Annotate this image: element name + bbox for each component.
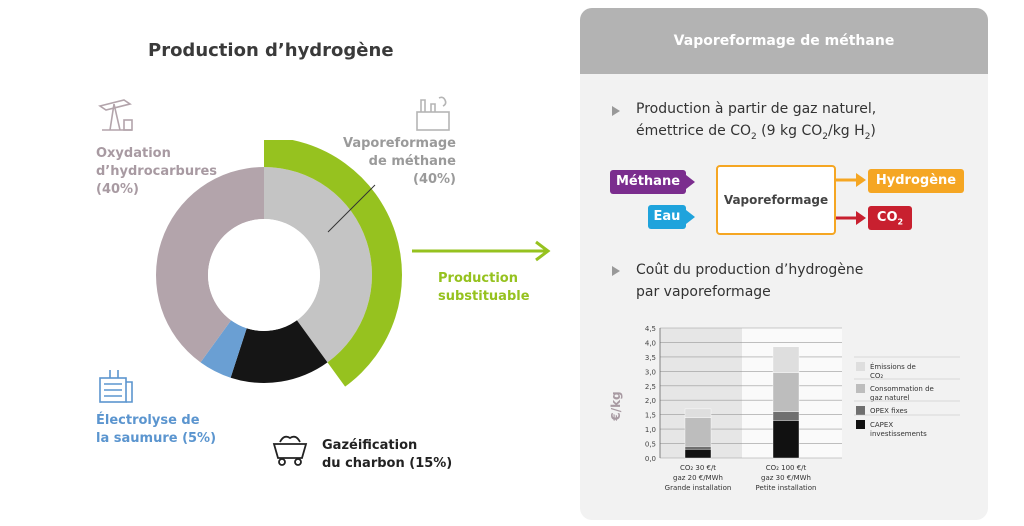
bar-segment-1-2 xyxy=(772,372,800,412)
legend-swatch xyxy=(856,406,865,415)
bar-segment-1-1 xyxy=(772,411,800,421)
y-tick-label: 2,0 xyxy=(645,397,656,405)
label-substituable-line2: substituable xyxy=(438,289,530,304)
label-vapo-line1: Vaporeformage xyxy=(342,136,456,151)
category-label: Petite installation xyxy=(756,484,817,492)
legend-label: CAPEX xyxy=(870,421,893,429)
bullet-2: Coût du production d’hydrogène par vapor… xyxy=(636,259,966,303)
info-panel: Vaporeformage de méthane Production à pa… xyxy=(580,8,988,520)
label-gazeification-line1: Gazéification xyxy=(322,438,418,453)
bar-segment-0-2 xyxy=(684,417,712,447)
label-oxydation-line3: (40%) xyxy=(96,182,139,197)
bullet-1: Production à partir de gaz naturel, émet… xyxy=(636,98,976,148)
label-electrolyse-line1: Électrolyse de xyxy=(96,413,200,428)
methane-arrow-icon xyxy=(686,175,695,189)
legend-label: Consommation de xyxy=(870,385,934,393)
label-electrolyse: Électrolyse de la saumure (5%) xyxy=(96,412,216,448)
panel-header: Vaporeformage de méthane xyxy=(580,8,988,74)
donut-slice-0 xyxy=(264,167,372,363)
label-gazeification-line2: du charbon (15%) xyxy=(322,456,453,471)
donut-slice-1 xyxy=(230,320,328,383)
category-label: CO₂ 30 €/t xyxy=(680,464,716,472)
y-tick-label: 1,5 xyxy=(645,412,656,420)
production-donut-chart xyxy=(156,140,402,387)
label-oxydation-line2: d’hydrocarbures xyxy=(96,164,218,179)
legend-swatch xyxy=(856,384,865,393)
cost-stacked-bar-chart: 0,0 0,5 1,0 1,5 2,0 2,5 3,0 3,5 4,0 4,5 €/kg CO₂ 30… xyxy=(609,325,960,492)
electrolysis-icon xyxy=(99,370,133,403)
label-electrolyse-line2: la saumure (5%) xyxy=(96,431,217,446)
y-tick-label: 0,0 xyxy=(645,455,656,463)
y-tick-label: 1,0 xyxy=(645,426,656,434)
category-label: CO₂ 100 €/t xyxy=(766,464,807,472)
eau-box: Eau xyxy=(648,205,686,229)
label-vapo-line2: de méthane xyxy=(368,154,456,169)
y-tick-label: 3,5 xyxy=(645,354,656,362)
legend-label: investissements xyxy=(870,430,927,438)
donut-slice-3 xyxy=(156,167,264,363)
category-label: gaz 20 €/MWh xyxy=(673,474,723,482)
y-tick-label: 4,5 xyxy=(645,325,656,333)
bullet-marker-2 xyxy=(612,266,620,276)
bullet-2-line1: Coût du production d’hydrogène xyxy=(636,262,864,278)
legend-label: OPEX fixes xyxy=(870,407,908,415)
bar-segment-0-0 xyxy=(684,449,712,459)
substituable-arrow xyxy=(412,240,551,262)
label-substituable: Production substituable xyxy=(438,270,530,306)
legend-swatch xyxy=(856,420,865,429)
factory-icon xyxy=(416,96,450,131)
label-gazeification: Gazéification du charbon (15%) xyxy=(322,437,452,473)
donut-slice-2 xyxy=(200,320,247,378)
label-substituable-line1: Production xyxy=(438,271,518,286)
bullet-1-line2: émettrice de CO2 (9 kg CO2/kg H2) xyxy=(636,123,876,142)
y-tick-label: 4,0 xyxy=(645,339,656,347)
y-axis-label: €/kg xyxy=(609,391,623,421)
legend-swatch xyxy=(856,362,865,371)
bullet-1-line1: Production à partir de gaz naturel, xyxy=(636,101,877,117)
donut-hole xyxy=(208,219,320,331)
page-title: Production d’hydrogène xyxy=(148,40,394,61)
y-tick-label: 3,0 xyxy=(645,368,656,376)
label-oxydation: Oxydation d’hydrocarbures (40%) xyxy=(96,145,217,199)
methane-box: Méthane xyxy=(610,170,686,194)
category-label: Grande installation xyxy=(665,484,732,492)
vapo-leader-line xyxy=(327,184,376,233)
label-vapo-line3: (40%) xyxy=(413,172,456,187)
hydrogene-box: Hydrogène xyxy=(868,169,964,193)
category-label: gaz 30 €/MWh xyxy=(761,474,811,482)
y-tick-label: 2,5 xyxy=(645,383,656,391)
bar-segment-0-1 xyxy=(684,446,712,450)
co2-box: CO2 xyxy=(868,206,912,230)
oil-pump-icon xyxy=(98,99,133,131)
donut-highlight-band xyxy=(264,140,402,387)
bar-segment-1-3 xyxy=(772,346,800,373)
y-tick-label: 0,5 xyxy=(645,441,656,449)
bar-segment-1-0 xyxy=(772,420,800,459)
legend-label: Émissions de xyxy=(870,362,916,371)
bullet-marker-1 xyxy=(612,106,620,116)
bullet-2-line2: par vaporeformage xyxy=(636,284,771,300)
eau-arrow-icon xyxy=(686,210,695,224)
coal-cart-icon xyxy=(272,435,308,466)
output-arrows xyxy=(836,173,866,225)
label-vapo: Vaporeformage de méthane (40%) xyxy=(336,135,456,189)
legend-label: gaz naturel xyxy=(870,394,910,402)
bar-segment-0-3 xyxy=(684,408,712,418)
vaporeformage-box: Vaporeformage xyxy=(716,165,836,235)
legend-label: CO₂ xyxy=(870,372,883,380)
label-oxydation-line1: Oxydation xyxy=(96,146,171,161)
